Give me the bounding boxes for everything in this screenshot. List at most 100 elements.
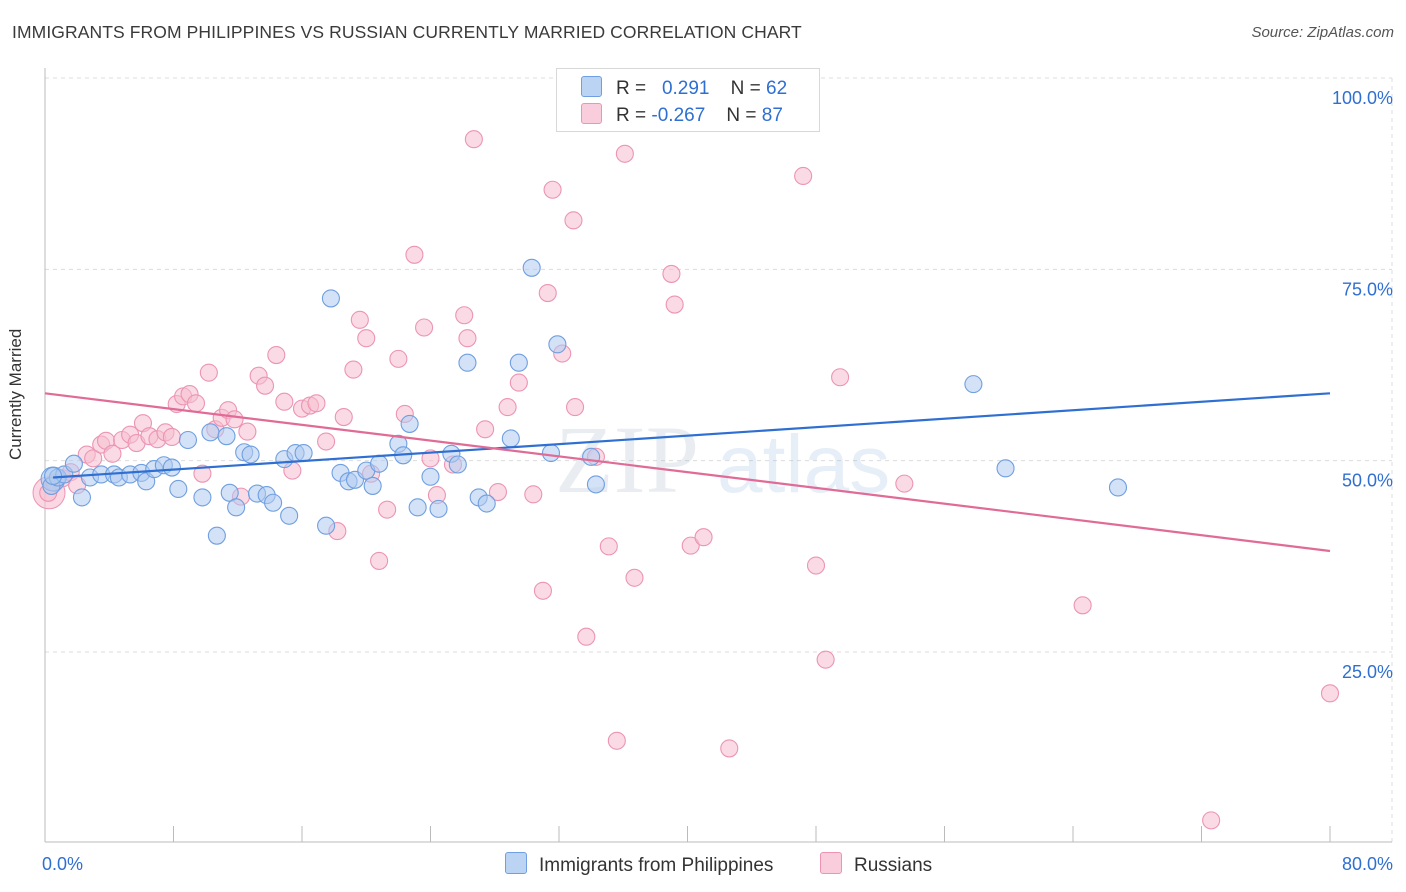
legend-r-value: 0.291	[661, 78, 710, 99]
russians-point	[317, 432, 336, 451]
bottom-legend-philippines: Immigrants from Philippines	[505, 852, 773, 877]
russians-point	[662, 264, 681, 283]
philippines-point	[64, 454, 83, 473]
philippines-point	[458, 353, 477, 372]
legend-row-russians: R = -0.267 N = 87	[581, 103, 783, 127]
trend-lines	[44, 392, 1331, 553]
russians-trend-line	[44, 392, 1331, 553]
philippines-point	[448, 455, 467, 474]
legend-swatch-pink	[581, 103, 602, 124]
bottom-legend-label-russians: Russians	[854, 855, 933, 876]
philippines-point	[408, 498, 427, 517]
russians-point	[334, 407, 353, 427]
legend-n-value: 62	[766, 78, 788, 99]
russians-point	[458, 329, 477, 348]
x-tick-label-min: 0.0%	[42, 854, 83, 874]
russians-point	[498, 398, 517, 417]
russians-point	[162, 427, 181, 446]
russians-point	[599, 537, 618, 556]
philippines-point	[429, 499, 448, 518]
philippines-point	[964, 375, 983, 394]
philippines-point	[1108, 478, 1128, 497]
russians-point	[615, 144, 634, 163]
russians-point	[464, 130, 483, 149]
philippines-point	[541, 443, 561, 463]
philippines-point	[201, 423, 220, 442]
philippines-point	[317, 516, 336, 535]
legend-r-value: -0.267	[651, 105, 706, 126]
russians-point	[488, 482, 508, 502]
philippines-point	[582, 447, 601, 466]
russians-point	[509, 373, 528, 392]
legend-row-philippines: R = 0.291 N = 62	[581, 76, 787, 100]
philippines-point	[421, 467, 440, 486]
russians-point	[533, 581, 552, 600]
philippines-point	[586, 475, 605, 494]
russians-point	[895, 474, 914, 493]
philippines-trend-line	[52, 392, 1331, 479]
russians-point	[103, 444, 122, 463]
bottom-legend-swatch-pink	[820, 852, 842, 874]
philippines-point	[43, 466, 63, 486]
russians-point	[389, 349, 408, 368]
russians-point	[794, 166, 813, 186]
philippines-point	[207, 526, 226, 545]
philippines-point	[509, 353, 528, 372]
russians-point	[225, 410, 244, 429]
watermark-atlas: atlas	[717, 419, 890, 510]
legend-n-value: 87	[761, 105, 783, 126]
legend-r-label: R =	[616, 78, 647, 99]
philippines-point	[370, 454, 389, 473]
russians-point	[405, 245, 424, 264]
russians-point	[566, 398, 585, 417]
russians-point	[607, 731, 626, 750]
philippines-point	[193, 488, 212, 507]
bottom-legend-label-philippines: Immigrants from Philippines	[539, 855, 774, 876]
russians-point	[720, 739, 739, 758]
philippines-point	[363, 476, 382, 495]
x-tick-label-max: 80.0%	[1342, 854, 1393, 874]
y-tick-label: 75.0%	[1342, 279, 1393, 299]
russians-point	[524, 485, 543, 504]
philippines-point	[217, 427, 236, 446]
philippines-point	[72, 488, 91, 507]
russians-point	[350, 310, 369, 329]
russians-point	[421, 449, 440, 468]
russians-point	[378, 500, 397, 519]
legend-n-label: N =	[730, 78, 761, 99]
bottom-legend-swatch-blue	[505, 852, 527, 874]
legend-r-label: R =	[616, 105, 647, 126]
philippines-point	[162, 458, 181, 477]
russians-point	[275, 392, 294, 411]
correlation-legend: R = 0.291 N = 62 R = -0.267 N = 87	[556, 68, 820, 132]
russians-point	[186, 394, 206, 413]
russians-point	[256, 376, 275, 395]
russians-point	[267, 346, 286, 365]
russians-point	[307, 394, 326, 413]
russians-point	[193, 464, 212, 483]
russians-point	[665, 295, 684, 314]
russians-point	[577, 627, 596, 646]
russians-point	[806, 556, 826, 575]
russians-point	[816, 650, 835, 669]
philippines-point	[501, 429, 520, 448]
russians-point	[538, 284, 557, 303]
philippines-point	[321, 289, 340, 308]
philippines-point	[169, 479, 188, 499]
russians-point	[370, 551, 389, 570]
russians-point	[1320, 684, 1340, 703]
axes	[44, 68, 1392, 843]
philippines-point	[477, 494, 496, 513]
philippines-point	[178, 430, 198, 450]
watermark: ZIP atlas	[555, 406, 890, 513]
philippines-point	[280, 506, 299, 525]
russians-point	[476, 420, 495, 439]
chart-title: IMMIGRANTS FROM PHILIPPINES VS RUSSIAN C…	[12, 22, 802, 42]
russians-point	[625, 568, 644, 587]
philippines-point	[264, 493, 283, 512]
russians-point	[344, 360, 363, 379]
philippines-point	[996, 459, 1015, 478]
russians-point	[84, 449, 103, 468]
russians-point	[831, 368, 850, 387]
